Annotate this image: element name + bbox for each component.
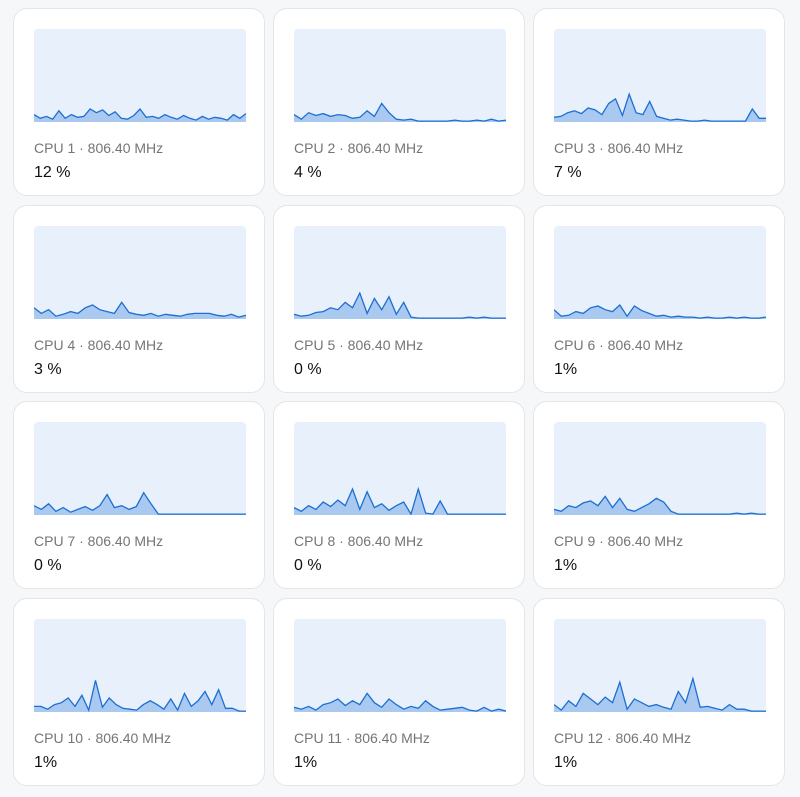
usage-line bbox=[294, 691, 506, 712]
usage-sparkline bbox=[294, 225, 506, 319]
cpu-usage: 0 % bbox=[294, 360, 322, 378]
usage-sparkline bbox=[554, 29, 766, 122]
usage-area bbox=[554, 304, 766, 319]
cpu-card: CPU 3 · 806.40 MHz 7 % bbox=[533, 8, 785, 196]
usage-area bbox=[34, 679, 246, 712]
cpu-card: CPU 7 · 806.40 MHz 0 % bbox=[13, 401, 265, 589]
usage-line bbox=[34, 491, 246, 515]
cpu-usage: 4 % bbox=[294, 164, 322, 181]
usage-line bbox=[554, 303, 766, 319]
cpu-label: CPU 4 · 806.40 MHz bbox=[34, 336, 164, 353]
plot-background bbox=[294, 225, 506, 319]
usage-line bbox=[34, 107, 246, 121]
usage-sparkline bbox=[554, 422, 766, 515]
usage-area bbox=[294, 489, 506, 515]
cpu-card: CPU 9 · 806.40 MHz 1% bbox=[533, 401, 785, 589]
usage-area bbox=[294, 103, 506, 122]
usage-area bbox=[294, 692, 506, 712]
cpu-label: CPU 6 · 806.40 MHz bbox=[554, 336, 684, 353]
plot-background bbox=[554, 618, 766, 712]
cpu-card: CPU 6 · 806.40 MHz 1% bbox=[533, 204, 785, 393]
cpu-card: CPU 12 · 806.40 MHz 1% bbox=[533, 597, 785, 786]
usage-area bbox=[554, 94, 766, 122]
usage-area bbox=[34, 492, 246, 515]
usage-line bbox=[294, 290, 506, 319]
cpu-usage: 1% bbox=[554, 753, 578, 771]
plot-background bbox=[554, 29, 766, 122]
usage-line bbox=[554, 495, 766, 515]
usage-line bbox=[294, 486, 506, 515]
cpu-usage: 12 % bbox=[34, 164, 71, 181]
usage-sparkline bbox=[554, 618, 766, 712]
cpu-usage: 1% bbox=[554, 557, 578, 574]
cpu-usage: 0 % bbox=[294, 557, 322, 574]
cpu-card: CPU 1 · 806.40 MHz 12 % bbox=[13, 8, 265, 196]
plot-background bbox=[554, 225, 766, 319]
cpu-card: CPU 4 · 806.40 MHz 3 % bbox=[13, 204, 265, 393]
cpu-label: CPU 7 · 806.40 MHz bbox=[34, 533, 164, 549]
usage-sparkline bbox=[34, 225, 246, 319]
usage-line bbox=[554, 92, 766, 122]
usage-sparkline bbox=[294, 422, 506, 515]
plot-background bbox=[294, 29, 506, 122]
usage-area bbox=[554, 678, 766, 712]
cpu-usage: 3 % bbox=[34, 360, 62, 378]
cpu-card: CPU 5 · 806.40 MHz 0 % bbox=[273, 204, 525, 393]
usage-line bbox=[34, 679, 246, 712]
usage-sparkline bbox=[34, 422, 246, 515]
cpu-label: CPU 10 · 806.40 MHz bbox=[34, 729, 171, 746]
cpu-label: CPU 8 · 806.40 MHz bbox=[294, 533, 424, 549]
cpu-card: CPU 10 · 806.40 MHz 1% bbox=[13, 597, 265, 786]
usage-sparkline bbox=[554, 225, 766, 319]
cpu-label: CPU 3 · 806.40 MHz bbox=[554, 140, 684, 156]
plot-background bbox=[554, 422, 766, 515]
cpu-label: CPU 12 · 806.40 MHz bbox=[554, 729, 691, 746]
plot-background bbox=[34, 29, 246, 122]
plot-background bbox=[294, 422, 506, 515]
usage-sparkline bbox=[34, 618, 246, 712]
cpu-usage: 1% bbox=[294, 753, 318, 771]
cpu-card: CPU 2 · 806.40 MHz 4 % bbox=[273, 8, 525, 196]
cpu-usage: 1% bbox=[34, 753, 58, 771]
cpu-usage: 0 % bbox=[34, 557, 62, 574]
usage-area bbox=[34, 301, 246, 319]
usage-sparkline bbox=[34, 29, 246, 122]
cpu-label: CPU 9 · 806.40 MHz bbox=[554, 533, 684, 549]
cpu-usage: 7 % bbox=[554, 164, 582, 181]
usage-sparkline bbox=[294, 29, 506, 122]
usage-area bbox=[554, 496, 766, 515]
usage-area bbox=[294, 292, 506, 319]
usage-area bbox=[34, 109, 246, 122]
cpu-label: CPU 5 · 806.40 MHz bbox=[294, 336, 424, 353]
usage-line bbox=[554, 675, 766, 712]
cpu-card: CPU 11 · 806.40 MHz 1% bbox=[273, 597, 525, 786]
plot-background bbox=[34, 618, 246, 712]
plot-background bbox=[34, 225, 246, 319]
plot-background bbox=[34, 422, 246, 515]
usage-line bbox=[34, 300, 246, 318]
plot-background bbox=[294, 618, 506, 712]
cpu-label: CPU 1 · 806.40 MHz bbox=[34, 140, 164, 156]
usage-line bbox=[294, 102, 506, 122]
cpu-label: CPU 2 · 806.40 MHz bbox=[294, 140, 424, 156]
cpu-card: CPU 8 · 806.40 MHz 0 % bbox=[273, 401, 525, 589]
usage-sparkline bbox=[294, 618, 506, 712]
cpu-usage: 1% bbox=[554, 360, 578, 378]
cpu-label: CPU 11 · 806.40 MHz bbox=[294, 729, 430, 746]
